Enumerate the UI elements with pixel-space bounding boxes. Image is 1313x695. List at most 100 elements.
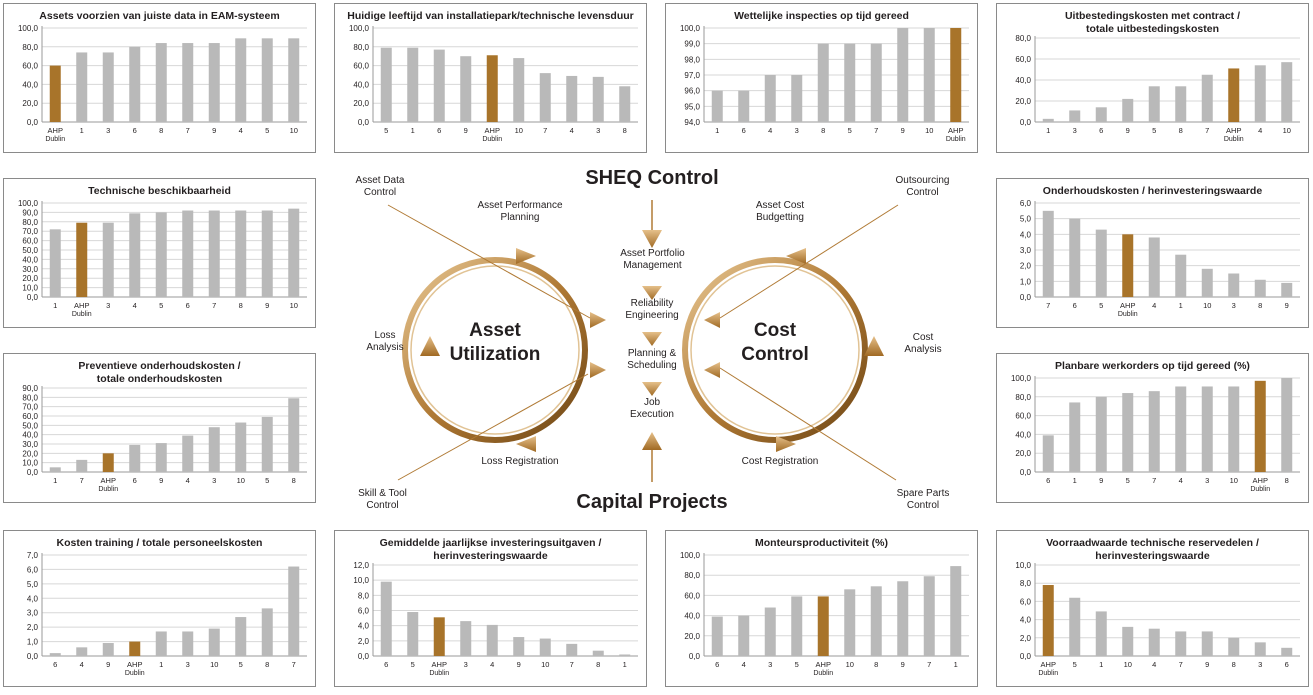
y-tick-label: 0,0: [27, 652, 39, 661]
bar: [513, 637, 525, 656]
y-tick-label: 60,0: [1015, 412, 1031, 421]
bar: [261, 210, 273, 297]
y-tick-label: 40,0: [1015, 76, 1031, 85]
y-tick-label: 100,0: [680, 24, 701, 33]
bar-highlight: [76, 222, 88, 297]
x-tick-label: AHP: [1226, 126, 1241, 135]
y-tick-label: 20,0: [353, 99, 369, 108]
x-tick-label: Dublin: [1118, 311, 1138, 318]
x-tick-label: 6: [1285, 660, 1289, 669]
x-tick-label: 8: [623, 126, 627, 135]
y-tick-label: 20,0: [22, 99, 38, 108]
y-tick-label: 40,0: [22, 255, 38, 264]
chart-title-line: herinvesteringswaarde: [1095, 550, 1210, 562]
y-tick-label: 8,0: [1020, 579, 1032, 588]
x-tick-label: 10: [290, 301, 298, 310]
x-tick-label: 1: [623, 660, 627, 669]
y-tick-label: 70,0: [22, 227, 38, 236]
y-tick-label: 20,0: [22, 274, 38, 283]
x-tick-label: 7: [570, 660, 574, 669]
bar: [486, 624, 498, 656]
chart-title-line: Planbare werkorders op tijd gereed (%): [1055, 360, 1250, 372]
bar: [208, 43, 220, 122]
chart-title: Preventieve onderhoudskosten / totale ond…: [4, 360, 315, 386]
x-tick-label: 10: [1203, 301, 1211, 310]
x-tick-label: Dublin: [45, 136, 65, 143]
x-tick-label: 3: [795, 126, 799, 135]
asset-utilization-label-2: Utilization: [449, 344, 541, 365]
bar: [460, 621, 472, 656]
chart-title-line: Gemiddelde jaarlijkse investeringsuitgav…: [379, 537, 602, 549]
bar: [592, 76, 604, 122]
y-tick-label: 50,0: [22, 246, 38, 255]
y-tick-label: 0,0: [689, 652, 701, 661]
y-tick-label: 3,0: [1020, 246, 1032, 255]
cost-control-ring: [682, 257, 868, 443]
bar: [102, 643, 114, 656]
job-execution-label: Job Execution: [630, 397, 674, 420]
bar: [923, 576, 935, 656]
y-tick-label: 60,0: [22, 412, 38, 421]
y-tick-label: 60,0: [353, 62, 369, 71]
x-tick-label: AHP: [1041, 660, 1056, 669]
x-tick-label: 3: [464, 660, 468, 669]
bar: [182, 210, 194, 297]
chart-panel-technical-availability: Technische beschikbaarheid 0,0 10,0 20,0 30,…: [3, 178, 316, 328]
bar: [1069, 402, 1081, 472]
x-tick-label: 9: [265, 301, 269, 310]
chart-title-line: Kosten training / totale personeelskoste…: [56, 537, 263, 549]
line-spare-parts-control: [719, 367, 897, 481]
loss-registration-label: Loss Registration: [481, 456, 559, 467]
chart-panel-preventive-maintenance: Preventieve onderhoudskosten / totale ond…: [3, 353, 316, 503]
y-tick-label: 100,0: [1011, 374, 1032, 383]
y-tick-label: 80,0: [1015, 34, 1031, 43]
y-tick-label: 10,0: [1015, 561, 1031, 570]
chart-panel-maintenance-costs: Onderhoudskosten / herinvesteringswaarde…: [996, 178, 1309, 328]
bar: [49, 229, 61, 297]
asset-performance-planning-label: Asset Performance Planning: [477, 200, 563, 223]
y-tick-label: 99,0: [684, 40, 700, 49]
chart-title: Wettelijke inspecties op tijd gereed: [666, 10, 977, 23]
x-tick-label: 9: [1126, 126, 1130, 135]
y-tick-label: 12,0: [353, 561, 369, 570]
x-tick-label: Dublin: [1250, 486, 1270, 493]
arrow-into-right-1: [704, 312, 720, 328]
x-tick-label: Dublin: [125, 670, 145, 677]
x-tick-label: 7: [874, 126, 878, 135]
sheq-control-title: SHEQ Control: [585, 167, 719, 189]
x-tick-label: AHP: [948, 126, 963, 135]
chart-panel-planned-workorders: Planbare werkorders op tijd gereed (%) 0,…: [996, 353, 1309, 503]
x-tick-label: 8: [1179, 126, 1183, 135]
bar: [182, 631, 194, 656]
bar: [619, 86, 631, 122]
y-tick-label: 80,0: [22, 393, 38, 402]
cost-registration-label: Cost Registration: [741, 456, 819, 467]
x-tick-label: Dublin: [813, 670, 833, 677]
x-tick-label: 6: [437, 126, 441, 135]
bar: [261, 38, 273, 123]
bar: [433, 49, 445, 123]
arrow-step-2: [642, 332, 662, 346]
y-tick-label: 40,0: [353, 80, 369, 89]
x-tick-label: 10: [541, 660, 549, 669]
asset-utilization-label-1: Asset: [469, 320, 521, 341]
bar-highlight: [1228, 68, 1240, 122]
chart-title: Assets voorzien van juiste data in EAM-s…: [4, 10, 315, 23]
bar: [208, 427, 220, 472]
x-tick-label: 8: [874, 660, 878, 669]
y-tick-label: 6,0: [1020, 199, 1032, 208]
bar: [102, 52, 114, 122]
bar: [1281, 647, 1293, 656]
chart-title-line: Voorraadwaarde technische reservedelen /: [1046, 537, 1259, 549]
x-tick-label: 10: [237, 476, 245, 485]
bar: [1042, 210, 1054, 297]
y-tick-label: 8,0: [358, 591, 370, 600]
bar: [1069, 218, 1081, 297]
y-tick-label: 4,0: [358, 622, 370, 631]
x-tick-label: 4: [133, 301, 137, 310]
y-tick-label: 0,0: [1020, 652, 1032, 661]
bar: [1148, 86, 1160, 122]
